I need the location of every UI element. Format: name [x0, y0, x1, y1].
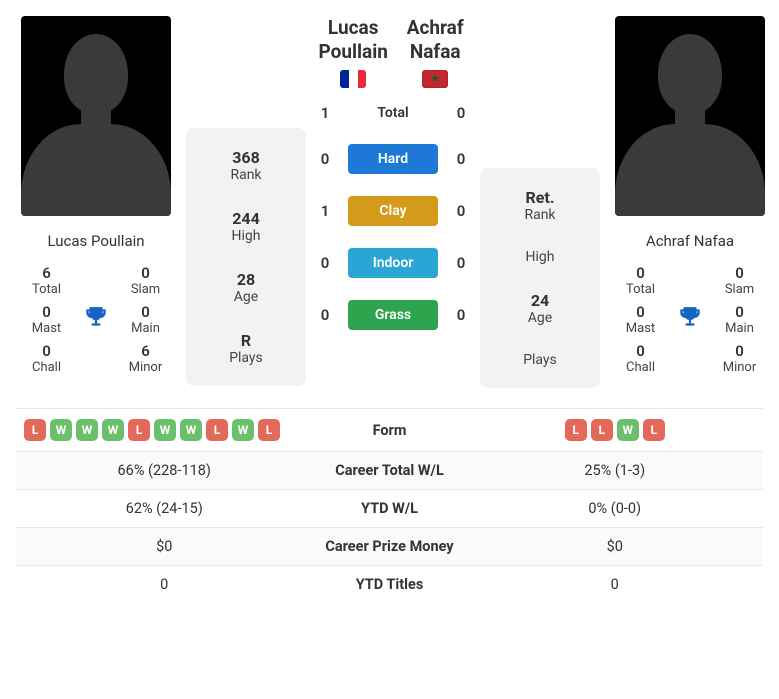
comparison-right: $0 — [475, 538, 756, 555]
comparison-label: Career Prize Money — [305, 538, 475, 555]
h2h-row-clay: 1 Clay 0 — [316, 196, 470, 226]
p2-mast: 0 Mast — [610, 303, 671, 336]
h2h-surface-label[interactable]: Indoor — [348, 248, 438, 278]
p2-slam: 0 Slam — [709, 264, 770, 297]
p1-age: 28 Age — [234, 270, 258, 305]
h2h-right-count: 0 — [452, 254, 470, 272]
form-chip: W — [232, 419, 254, 441]
h2h-row-total: 1 Total 0 — [316, 104, 470, 122]
comparison-row: 62% (24-15)YTD W/L0% (0-0) — [16, 489, 763, 527]
form-chip: W — [50, 419, 72, 441]
form-chip: W — [180, 419, 202, 441]
h2h-row-grass: 0 Grass 0 — [316, 300, 470, 330]
p1-high: 244 High — [232, 209, 261, 244]
form-chip: L — [128, 419, 150, 441]
form-chip: L — [591, 419, 613, 441]
h2h-row-indoor: 0 Indoor 0 — [316, 248, 470, 278]
comparison-left: $0 — [24, 538, 305, 555]
p2-minor: 0 Minor — [709, 342, 770, 375]
p2-main: 0 Main — [709, 303, 770, 336]
comparison-label: Form — [305, 422, 475, 439]
comparison-right: 0 — [475, 576, 756, 593]
h2h-left-count: 0 — [316, 150, 334, 168]
p1-total: 6 Total — [16, 264, 77, 297]
trophy-icon — [677, 305, 703, 335]
comparison-label: Career Total W/L — [305, 462, 475, 479]
form-chip: L — [565, 419, 587, 441]
player1-titles-grid: 6 Total 0 Slam 0 Mast 0 Main 0 Chall — [16, 264, 176, 375]
h2h-surface-label[interactable]: Grass — [348, 300, 438, 330]
form-chip: W — [76, 419, 98, 441]
h2h-left-count: 1 — [316, 202, 334, 220]
form-chip: W — [102, 419, 124, 441]
comparison-row: $0Career Prize Money$0 — [16, 527, 763, 565]
h2h-right-count: 0 — [452, 104, 470, 122]
p2-plays: Plays — [523, 352, 557, 368]
p2-rank: Ret. Rank — [524, 188, 555, 223]
p1-rank: 368 Rank — [230, 148, 261, 183]
p1-chall: 0 Chall — [16, 342, 77, 375]
h2h-left-count: 1 — [316, 104, 334, 122]
comparison-right: LLWL — [475, 419, 756, 441]
comparison-right: 25% (1-3) — [475, 462, 756, 479]
morocco-flag-icon: ★ — [422, 70, 448, 88]
comparison-row: 66% (228-118)Career Total W/L25% (1-3) — [16, 451, 763, 489]
player1-info: 368 Rank 244 High 28 Age R Plays — [186, 128, 306, 386]
comparison-label: YTD W/L — [305, 500, 475, 517]
player2-photo — [615, 16, 765, 216]
comparison-table: LWWWLWWLWLFormLLWL66% (228-118)Career To… — [16, 408, 763, 603]
h2h-surface-label[interactable]: Clay — [348, 196, 438, 226]
player1-name-label: Lucas Poullain — [47, 232, 144, 250]
h2h-left-count: 0 — [316, 306, 334, 324]
h2h-right-count: 0 — [452, 150, 470, 168]
comparison-left: 0 — [24, 576, 305, 593]
comparison-label: YTD Titles — [305, 576, 475, 593]
p2-high: High — [526, 249, 555, 265]
trophy-icon — [83, 305, 109, 335]
h2h-column: Lucas Poullain Achraf Nafaa ★ 1 Total 0 0 Ha… — [316, 16, 470, 352]
form-chip: L — [643, 419, 665, 441]
player1-card: Lucas Poullain 6 Total 0 Slam 0 Mast 0 M… — [16, 16, 176, 375]
p1-slam: 0 Slam — [115, 264, 176, 297]
form-chip: L — [206, 419, 228, 441]
h2h-rows: 1 Total 0 0 Hard 0 1 Clay 0 0 Indoor 0 0 Grass 0 — [316, 98, 470, 352]
p1-minor: 6 Minor — [115, 342, 176, 375]
form-chip: L — [24, 419, 46, 441]
h2h-row-hard: 0 Hard 0 — [316, 144, 470, 174]
h2h-left-count: 0 — [316, 254, 334, 272]
comparison-right: 0% (0-0) — [475, 500, 756, 517]
player-headers: Lucas Poullain Achraf Nafaa ★ — [316, 16, 470, 88]
comparison-row: 0YTD Titles0 — [16, 565, 763, 603]
comparison-left: LWWWLWWLWL — [24, 419, 305, 441]
h2h-right-count: 0 — [452, 306, 470, 324]
p2-chall: 0 Chall — [610, 342, 671, 375]
player2-titles-grid: 0 Total 0 Slam 0 Mast 0 Main 0 Chall — [610, 264, 770, 375]
p1-plays: R Plays — [229, 331, 263, 366]
form-chip: W — [617, 419, 639, 441]
h2h-surface-label: Total — [348, 105, 438, 121]
comparison-row: LWWWLWWLWLFormLLWL — [16, 408, 763, 451]
p1-main: 0 Main — [115, 303, 176, 336]
h2h-right-count: 0 — [452, 202, 470, 220]
form-chip: L — [258, 419, 280, 441]
p2-age: 24 Age — [528, 291, 552, 326]
comparison-left: 66% (228-118) — [24, 462, 305, 479]
form-chip: W — [154, 419, 176, 441]
france-flag-icon — [340, 70, 366, 88]
h2h-surface-label[interactable]: Hard — [348, 144, 438, 174]
player1-photo — [21, 16, 171, 216]
comparison-left: 62% (24-15) — [24, 500, 305, 517]
player2-card: Achraf Nafaa 0 Total 0 Slam 0 Mast 0 Mai… — [610, 16, 770, 375]
player2-name-label: Achraf Nafaa — [646, 232, 734, 250]
p2-total: 0 Total — [610, 264, 671, 297]
player2-header[interactable]: Achraf Nafaa ★ — [400, 16, 470, 88]
p1-mast: 0 Mast — [16, 303, 77, 336]
player1-header[interactable]: Lucas Poullain — [316, 16, 390, 88]
player2-info: Ret. Rank High 24 Age Plays — [480, 168, 600, 388]
